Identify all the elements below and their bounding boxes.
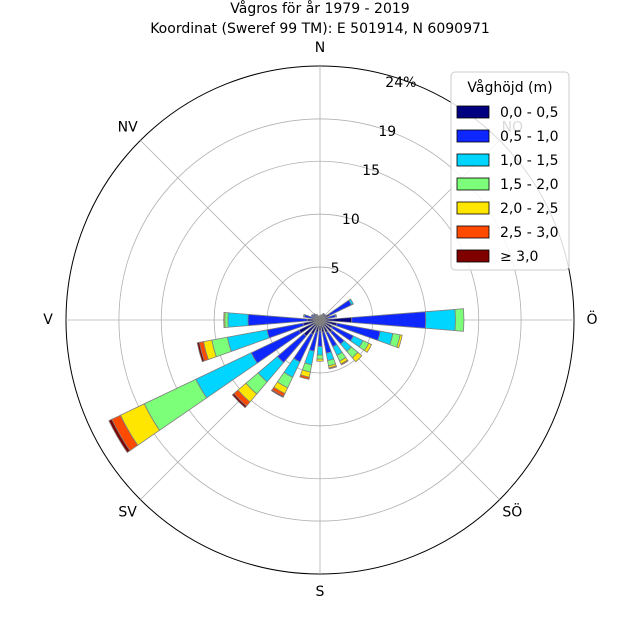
rose-bar-segment (363, 342, 373, 353)
rose-bar-segment (321, 312, 325, 317)
rose-bar-segment (231, 392, 248, 409)
chart-title: Vågros för år 1979 - 2019 (230, 0, 409, 17)
direction-label: NV (118, 120, 138, 136)
legend-entry-label: 0,0 - 0,5 (500, 105, 558, 121)
legend-entry-label: 2,0 - 2,5 (500, 201, 558, 217)
grid-ring (118, 118, 522, 522)
legend-swatch (456, 177, 490, 191)
direction-label: SV (118, 504, 137, 520)
legend-box (450, 71, 570, 271)
chart-subtitle: Koordinat (Sweref 99 TM): E 501914, N 60… (150, 21, 490, 37)
direction-label: SÖ (502, 502, 522, 520)
rose-bar-segment (318, 315, 320, 318)
direction-label: V (43, 312, 53, 328)
radial-tick-label: 24% (385, 75, 416, 91)
rose-bar-segment (334, 313, 338, 318)
rose-bar-segment (322, 313, 327, 318)
rose-bar-segment (270, 389, 285, 398)
rose-bar-segment (315, 313, 319, 318)
rose-bar-segment (340, 359, 349, 366)
rose-bar-segment (320, 314, 323, 317)
legend-swatch (456, 129, 490, 143)
rose-bar-segment (328, 365, 338, 370)
legend-swatch (456, 201, 490, 215)
legend: Våghöjd (m) 0,0 - 0,5 0,5 - 1,0 1,0 - 1,5 1,… (450, 71, 570, 271)
radial-tick-label: 19 (378, 124, 396, 140)
rose-bar-segment (227, 312, 249, 328)
rose-bar-segment (348, 298, 354, 306)
rose-bar-segment (302, 313, 306, 318)
rose-bars (108, 298, 465, 454)
legend-swatch (456, 225, 490, 239)
rose-bar-segment (310, 314, 317, 319)
radial-tick-label: 10 (342, 212, 360, 228)
legend-entry-label: 1,0 - 1,5 (500, 153, 558, 169)
direction-label: N (315, 40, 325, 56)
legend-entry-label: ≥ 3,0 (500, 249, 538, 265)
axis-labels: NNOÖSÖSSVVNV510151924% (43, 40, 597, 600)
rose-bar-segment (299, 374, 310, 380)
radial-gridline (140, 140, 321, 321)
legend-swatch (456, 105, 490, 119)
rose-bar-segment (316, 358, 324, 362)
radial-tick-label: 5 (331, 261, 340, 277)
legend-entry-label: 1,5 - 2,0 (500, 177, 558, 193)
rose-bar-segment (351, 351, 363, 363)
direction-label: Ö (586, 310, 597, 328)
rose-bar-segment (316, 354, 324, 360)
legend-swatch (456, 249, 490, 263)
legend-title: Våghöjd (m) (467, 79, 552, 96)
rose-bar-segment (316, 345, 324, 356)
grid-ring (160, 160, 480, 480)
direction-label: S (316, 584, 325, 600)
rose-bar-segment (319, 315, 321, 318)
legend-swatch (456, 153, 490, 167)
rose-bar-segment (196, 341, 205, 363)
radial-tick-label: 15 (362, 163, 380, 179)
rose-bar-segment (223, 312, 226, 328)
rose-bar-segment (108, 418, 131, 454)
rose-bar-segment (396, 334, 403, 349)
legend-entry-label: 0,5 - 1,0 (500, 129, 558, 145)
rose-bar-segment (312, 312, 318, 318)
legend-entry-label: 2,5 - 3,0 (500, 225, 558, 241)
rose-bar-segment (454, 308, 465, 332)
rose-bar-segment (425, 308, 456, 332)
